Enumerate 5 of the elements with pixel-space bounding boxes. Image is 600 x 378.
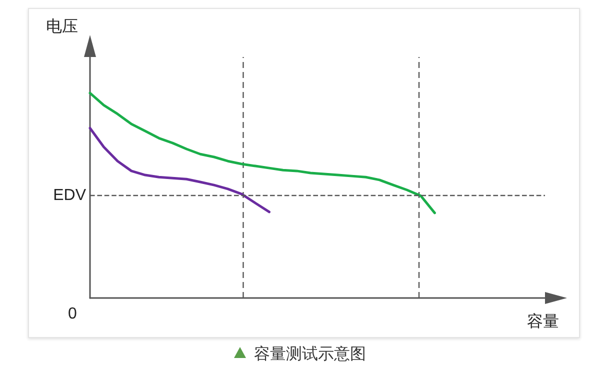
x-axis-title: 容量 bbox=[527, 312, 559, 330]
y-axis-title: 电压 bbox=[46, 18, 78, 36]
text: 0 bbox=[68, 306, 77, 322]
text: 容量测试示意图 bbox=[253, 344, 367, 365]
ref-line-label: EDV bbox=[53, 187, 86, 204]
